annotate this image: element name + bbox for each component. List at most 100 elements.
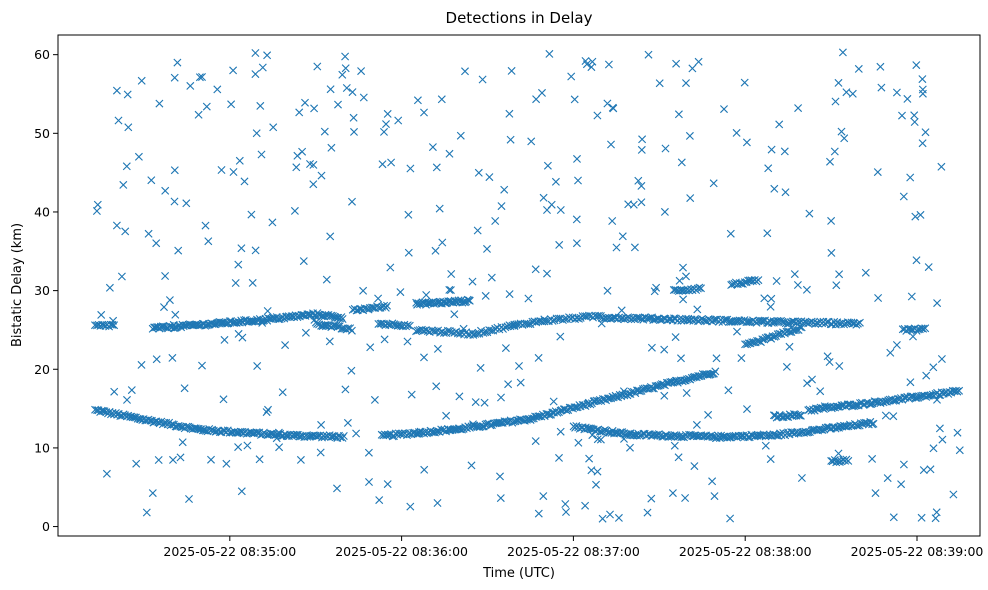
data-point [352,429,361,438]
data-point [918,75,927,84]
data-point [423,429,431,438]
data-point [612,243,621,252]
data-point [916,210,925,219]
data-point [147,176,156,185]
data-point [511,417,520,426]
data-point [768,332,777,341]
data-point [97,310,106,319]
data-point [137,76,146,85]
data-point [431,246,440,255]
data-point [706,370,715,379]
data-point [221,319,230,328]
data-point [258,318,267,327]
data-point [556,206,565,214]
data-point [160,303,168,312]
data-point [178,438,187,447]
data-point [831,97,840,106]
data-point [380,127,388,136]
data-point [624,200,633,209]
data-point [515,362,523,370]
data-point [682,272,690,281]
data-point [274,428,283,437]
data-point [660,345,669,354]
data-point [647,343,656,352]
data-point [507,66,516,75]
data-point [835,270,844,279]
data-point [603,286,612,295]
data-point [912,61,921,70]
data-point [805,318,814,327]
data-point [617,306,626,315]
data-point [119,180,128,189]
data-point [603,99,612,108]
data-point [775,120,784,129]
data-point [683,375,691,384]
data-point [123,90,132,99]
data-point [110,387,119,396]
data-point [405,321,414,330]
data-point [105,283,114,292]
data-point [127,412,136,421]
data-point [112,221,121,230]
data-point [937,162,946,171]
data-point [306,160,314,168]
data-point [820,402,829,411]
data-point [682,389,691,397]
data-point [632,313,641,322]
data-point [222,459,231,468]
data-point [795,411,804,420]
data-point [347,326,356,335]
data-point [404,248,413,257]
data-point [445,285,454,294]
data-point [874,294,883,302]
data-point [854,64,863,73]
data-point [827,216,836,225]
data-point [634,386,643,395]
data-point [198,361,206,370]
data-point [487,273,496,282]
data-point [310,315,319,324]
data-point [93,200,102,209]
data-point [467,461,476,470]
data-point [344,324,353,333]
data-point [830,147,839,156]
data-point [724,386,733,395]
y-tick-label: 10 [34,440,50,455]
data-point [471,398,480,407]
data-point [534,412,543,421]
data-point [668,489,677,498]
data-point [703,370,712,379]
data-point [652,283,661,292]
data-point [593,312,602,321]
data-point [309,180,318,189]
data-point [725,433,734,442]
data-point [362,304,371,313]
data-point [263,307,272,315]
data-point [677,158,686,167]
data-point [180,384,189,393]
data-point [643,508,652,517]
data-point [796,411,805,420]
data-point [328,432,337,441]
data-point [341,52,350,61]
data-point [445,149,454,158]
data-point [567,72,576,81]
data-point [501,323,510,332]
data-point [248,278,257,287]
data-point [169,455,177,464]
data-point [313,62,322,71]
data-point [825,358,834,366]
data-point [496,494,505,503]
data-point [552,314,561,323]
data-point [826,157,834,166]
data-point [251,70,260,79]
data-point [575,314,583,323]
y-tick-label: 20 [34,362,50,377]
data-point [406,164,415,173]
data-point [781,188,790,197]
data-point [269,123,278,132]
data-point [694,372,703,380]
data-point [748,338,757,347]
data-point [764,431,773,440]
